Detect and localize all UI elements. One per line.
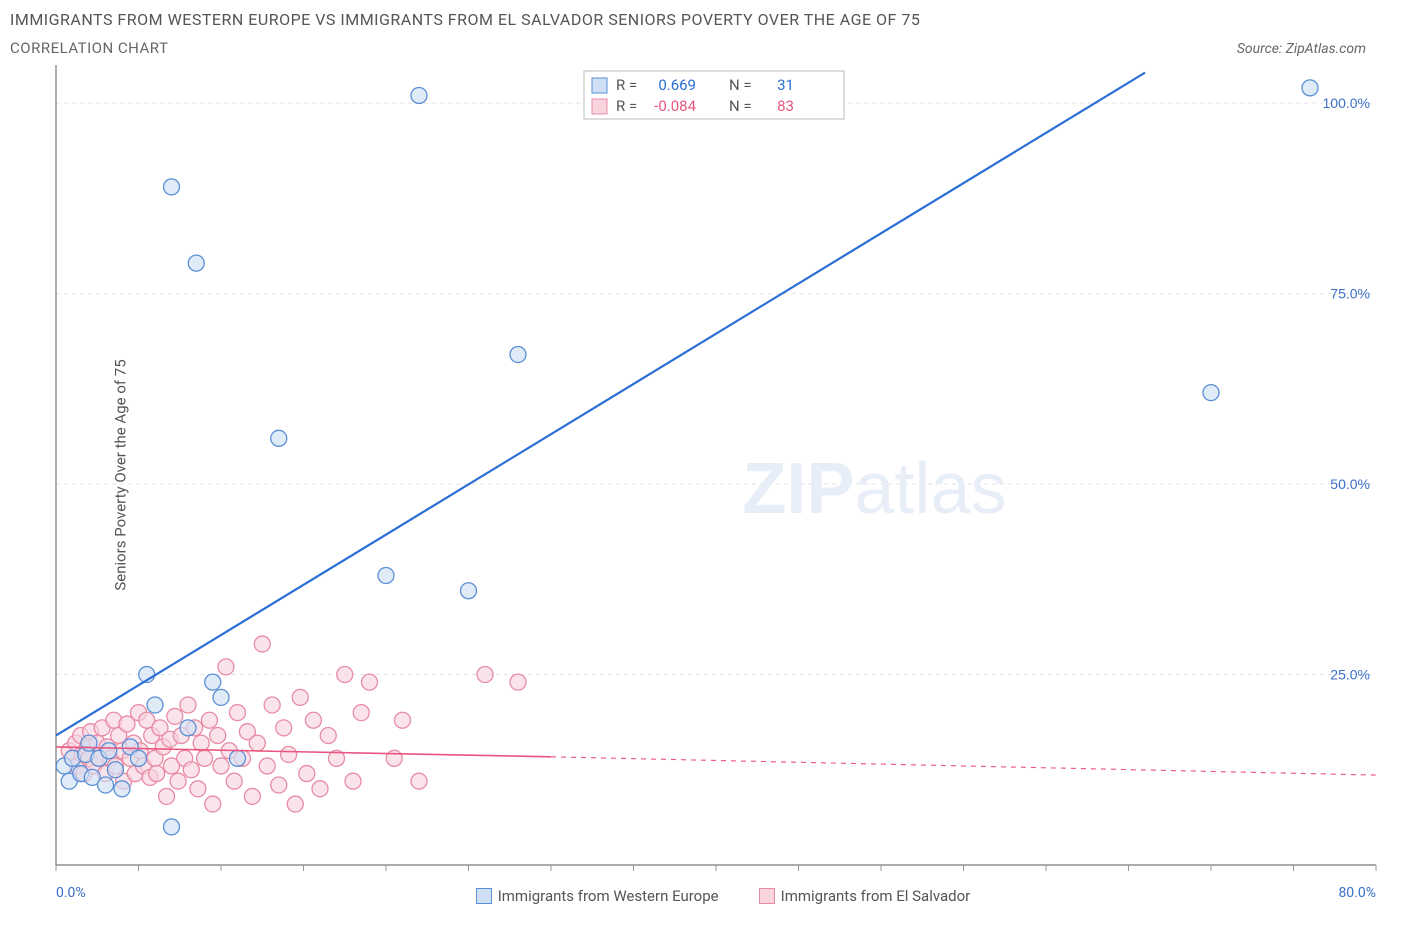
svg-text:31: 31: [777, 76, 794, 94]
svg-text:N =: N =: [729, 97, 752, 115]
svg-text:ZIPatlas: ZIPatlas: [742, 449, 1006, 529]
svg-text:R =: R =: [616, 76, 637, 94]
svg-text:25.0%: 25.0%: [1330, 667, 1370, 683]
svg-text:83: 83: [777, 97, 794, 115]
x-axis-labels: 0.0% 80.0%: [56, 885, 1376, 909]
source-credit: Source: ZipAtlas.com: [1237, 41, 1366, 57]
x-min-label: 0.0%: [56, 885, 86, 901]
correlation-scatter-chart: 25.0% 50.0% 75.0% 100.0% ZIPatlas R = 0.669 N =…: [10, 65, 1396, 885]
svg-text:0.669: 0.669: [658, 76, 696, 94]
svg-text:100.0%: 100.0%: [1323, 95, 1370, 111]
svg-text:75.0%: 75.0%: [1330, 286, 1370, 302]
svg-text:-0.084: -0.084: [654, 97, 696, 115]
svg-text:50.0%: 50.0%: [1330, 476, 1370, 492]
svg-text:R =: R =: [616, 97, 637, 115]
chart-title: IMMIGRANTS FROM WESTERN EUROPE VS IMMIGR…: [10, 10, 920, 29]
y-axis-label: Seniors Poverty Over the Age of 75: [112, 359, 130, 590]
svg-text:N =: N =: [729, 76, 752, 94]
x-max-label: 80.0%: [1338, 885, 1376, 901]
chart-subtitle: CORRELATION CHART: [10, 39, 920, 57]
